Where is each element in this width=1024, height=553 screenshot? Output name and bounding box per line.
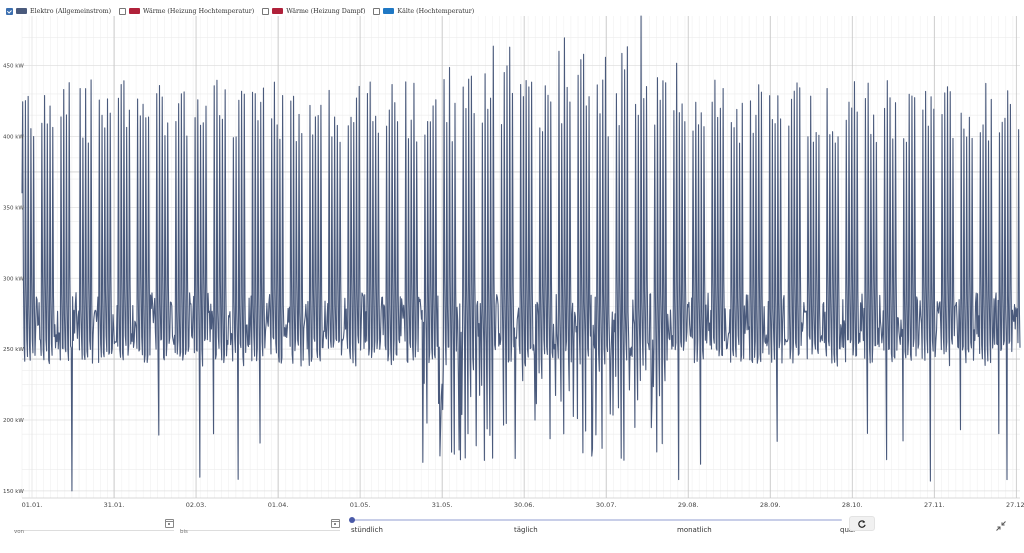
x-tick-label: 01.04. <box>268 501 289 509</box>
reset-zoom-button[interactable] <box>849 516 875 531</box>
from-date-field[interactable] <box>14 518 174 537</box>
legend-label: Wärme (Heizung Dampf) <box>286 7 366 15</box>
x-tick-label: 28.09. <box>760 501 781 509</box>
series-elektro <box>21 15 1021 492</box>
legend-checkbox[interactable] <box>373 7 381 15</box>
to-date-input[interactable] <box>180 527 320 537</box>
legend-item[interactable]: Elektro (Allgemeinstrom) <box>6 7 112 15</box>
controls-bar: stündlich täglich monatlich quar <box>0 512 1024 553</box>
x-tick-label: 31.01. <box>104 501 125 509</box>
x-axis: 01.01. 31.01. 02.03. 01.04. 01.05. 31.05. 30.0… <box>22 501 1024 509</box>
legend-swatch <box>272 8 284 14</box>
legend-checkbox[interactable] <box>119 7 127 15</box>
legend-checkbox[interactable] <box>6 7 13 15</box>
legend-item[interactable]: Kälte (Hochtemperatur) <box>373 7 475 15</box>
x-tick-label: 28.10. <box>842 501 863 509</box>
granularity-option[interactable]: täglich <box>514 526 538 534</box>
y-tick-label: 450 kW <box>3 64 24 70</box>
x-tick-label: 29.08. <box>678 501 699 509</box>
granularity-option[interactable]: quar <box>840 526 857 534</box>
collapse-icon[interactable] <box>995 517 1007 531</box>
legend: Elektro (Allgemeinstrom) Wärme (Heizung H… <box>6 5 474 17</box>
granularity-option[interactable]: stündlich <box>351 526 383 534</box>
y-tick-label: 400 kW <box>3 135 24 141</box>
from-date-input[interactable] <box>14 527 154 537</box>
x-tick-label: 27.11. <box>924 501 945 509</box>
to-date-field[interactable] <box>180 518 340 537</box>
legend-item[interactable]: Wärme (Heizung Hochtemperatur) <box>119 7 255 15</box>
x-tick-label: 30.06. <box>514 501 535 509</box>
y-tick-label: 200 kW <box>3 418 24 424</box>
line-chart: 150 kW 200 kW 250 kW 300 kW 350 kW 400 kW 450 … <box>3 15 1024 509</box>
y-tick-label: 300 kW <box>3 276 24 282</box>
x-tick-label: 01.05. <box>350 501 371 509</box>
x-tick-label: 27.12. <box>1006 501 1024 509</box>
legend-item[interactable]: Wärme (Heizung Dampf) <box>262 7 366 15</box>
legend-label: Wärme (Heizung Hochtemperatur) <box>143 7 255 15</box>
granularity-option[interactable]: monatlich <box>677 526 712 534</box>
granularity-slider[interactable]: stündlich täglich monatlich quar <box>349 516 856 536</box>
slider-track[interactable] <box>351 519 842 521</box>
legend-label: Elektro (Allgemeinstrom) <box>30 7 112 15</box>
calendar-icon[interactable] <box>165 519 174 528</box>
legend-label: Kälte (Hochtemperatur) <box>397 7 475 15</box>
y-tick-label: 150 kW <box>3 489 24 495</box>
legend-swatch <box>16 8 27 14</box>
x-tick-label: 01.01. <box>22 501 43 509</box>
legend-swatch <box>129 8 141 14</box>
legend-checkbox[interactable] <box>262 7 270 15</box>
slider-thumb[interactable] <box>349 517 355 523</box>
legend-swatch <box>383 8 395 14</box>
x-tick-label: 31.05. <box>432 501 453 509</box>
x-tick-label: 30.07. <box>596 501 617 509</box>
y-tick-label: 350 kW <box>3 205 24 211</box>
calendar-icon[interactable] <box>331 519 340 528</box>
refresh-icon <box>858 519 866 528</box>
x-tick-label: 02.03. <box>186 501 207 509</box>
series-line <box>21 15 1021 492</box>
y-tick-label: 250 kW <box>3 347 24 353</box>
y-axis: 150 kW 200 kW 250 kW 300 kW 350 kW 400 kW 450 … <box>3 64 24 495</box>
